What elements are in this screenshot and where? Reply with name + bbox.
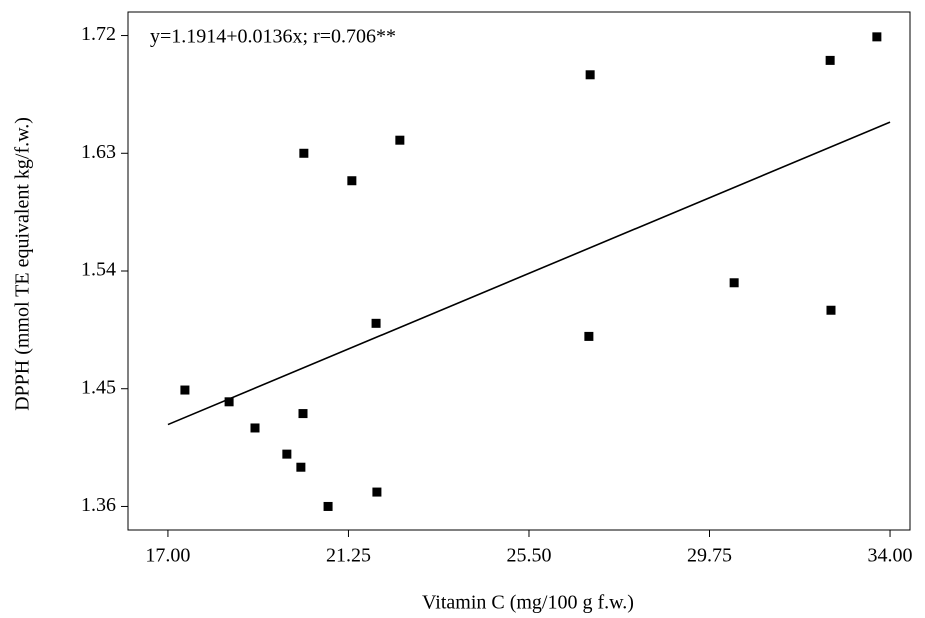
point xyxy=(872,32,882,42)
y-axis-label: DPPH (mmol TE equivalent kg/f.w.) xyxy=(12,117,34,411)
y-tick-label: 1.45 xyxy=(81,376,116,398)
point xyxy=(224,397,234,407)
x-axis-label: Vitamin C (mg/100 g f.w.) xyxy=(422,592,634,614)
point xyxy=(826,305,836,315)
point xyxy=(729,278,739,288)
y-tick-label: 1.72 xyxy=(81,23,116,45)
plot-frame xyxy=(127,11,911,531)
x-tick-label: 25.50 xyxy=(506,545,551,567)
x-tick-label: 29.75 xyxy=(687,545,732,567)
y-tick-label: 1.63 xyxy=(81,141,116,163)
point xyxy=(585,70,595,80)
x-tick-label: 21.25 xyxy=(326,545,371,567)
x-tick-label: 34.00 xyxy=(868,545,913,567)
point xyxy=(180,385,190,395)
y-tick-label: 1.54 xyxy=(81,259,116,281)
y-tick-label: 1.36 xyxy=(81,494,116,516)
point xyxy=(282,449,292,459)
point xyxy=(584,331,594,341)
point xyxy=(395,135,405,145)
annotation: y=1.1914+0.0136x; r=0.706** xyxy=(150,26,396,48)
point xyxy=(347,176,357,186)
point xyxy=(323,501,333,511)
point xyxy=(371,318,381,328)
x-tick-label: 17.00 xyxy=(145,545,190,567)
point xyxy=(298,409,308,419)
point xyxy=(296,462,306,472)
point xyxy=(299,148,309,158)
point xyxy=(372,487,382,497)
point xyxy=(825,55,835,65)
fit-line xyxy=(167,121,891,426)
point xyxy=(250,423,260,433)
